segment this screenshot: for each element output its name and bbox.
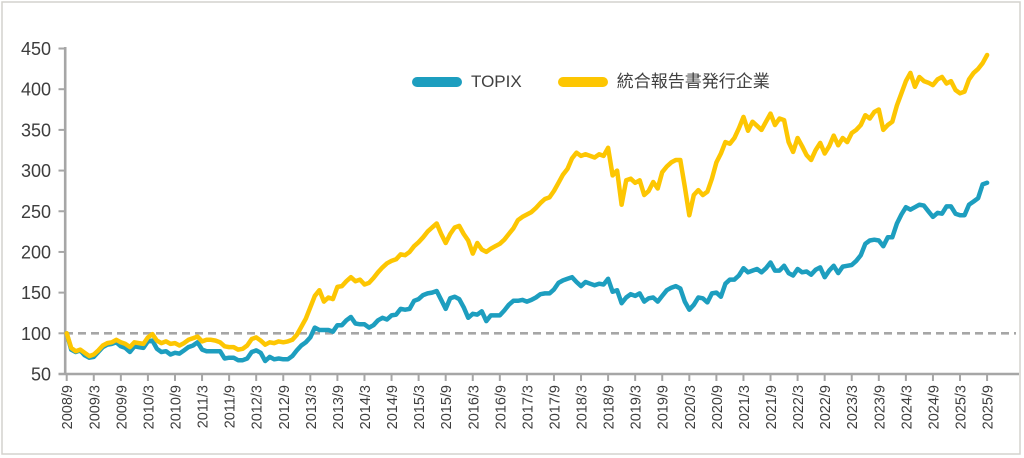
- x-tick-label: 2022/9: [818, 385, 834, 429]
- legend-item-integrated-report: 統合報告書発行企業: [557, 72, 770, 91]
- y-tick-label: 450: [21, 39, 51, 59]
- x-tick-label: 2009/3: [87, 385, 103, 429]
- x-tick-label: 2021/3: [737, 385, 753, 429]
- x-tick-label: 2012/9: [277, 385, 293, 429]
- x-tick-label: 2016/9: [493, 385, 509, 429]
- x-tick-label: 2023/9: [872, 385, 888, 429]
- y-tick-label: 200: [21, 242, 51, 262]
- y-tick-label: 400: [21, 80, 51, 100]
- x-tick-label: 2024/9: [926, 385, 942, 429]
- topix-legend-swatch: [412, 76, 462, 87]
- x-tick-label: 2012/3: [250, 385, 266, 429]
- x-tick-label: 2018/3: [575, 385, 591, 429]
- x-tick-label: 2019/9: [656, 385, 672, 429]
- x-tick-label: 2015/9: [439, 385, 455, 429]
- x-tick-label: 2010/9: [168, 385, 184, 429]
- x-tick-label: 2008/9: [60, 385, 76, 429]
- x-tick-label: 2011/3: [196, 385, 212, 428]
- x-tick-label: 2014/3: [358, 385, 374, 429]
- x-tick-label: 2011/9: [223, 385, 239, 428]
- integrated-report-legend-label: 統合報告書発行企業: [616, 72, 770, 91]
- x-tick-label: 2010/3: [141, 385, 157, 429]
- x-tick-label: 2020/3: [683, 385, 699, 429]
- integrated-report-legend-swatch: [557, 76, 608, 87]
- y-tick-label: 300: [21, 161, 51, 181]
- x-tick-label: 2017/9: [547, 385, 563, 429]
- x-tick-label: 2014/9: [385, 385, 401, 429]
- legend: TOPIX 統合報告書発行企業: [412, 73, 770, 90]
- x-tick-label: 2024/3: [899, 385, 915, 429]
- y-tick-label: 250: [21, 202, 51, 222]
- x-tick-label: 2017/3: [520, 385, 536, 429]
- x-tick-label: 2009/9: [114, 385, 130, 429]
- topix-line: [64, 180, 990, 364]
- x-tick-label: 2020/9: [710, 385, 726, 429]
- x-tick-label: 2013/9: [331, 385, 347, 429]
- x-tick-label: 2025/3: [954, 385, 970, 429]
- x-tick-label: 2015/3: [412, 385, 428, 429]
- y-tick-label: 50: [31, 364, 51, 384]
- x-tick-label: 2025/9: [981, 385, 997, 429]
- legend-item-topix: TOPIX: [412, 73, 522, 90]
- x-tick-label: 2021/9: [764, 385, 780, 429]
- x-tick-label: 2023/3: [845, 385, 861, 429]
- x-tick-label: 2018/9: [602, 385, 618, 429]
- y-tick-label: 350: [21, 120, 51, 140]
- x-tick-label: 2016/3: [466, 385, 482, 429]
- topix-legend-label: TOPIX: [471, 72, 522, 91]
- y-tick-label: 100: [21, 324, 51, 344]
- x-tick-label: 2019/3: [629, 385, 645, 429]
- x-tick-label: 2022/3: [791, 385, 807, 429]
- y-tick-label: 150: [21, 283, 51, 303]
- x-tick-label: 2013/3: [304, 385, 320, 429]
- integrated-report-line: [64, 52, 990, 359]
